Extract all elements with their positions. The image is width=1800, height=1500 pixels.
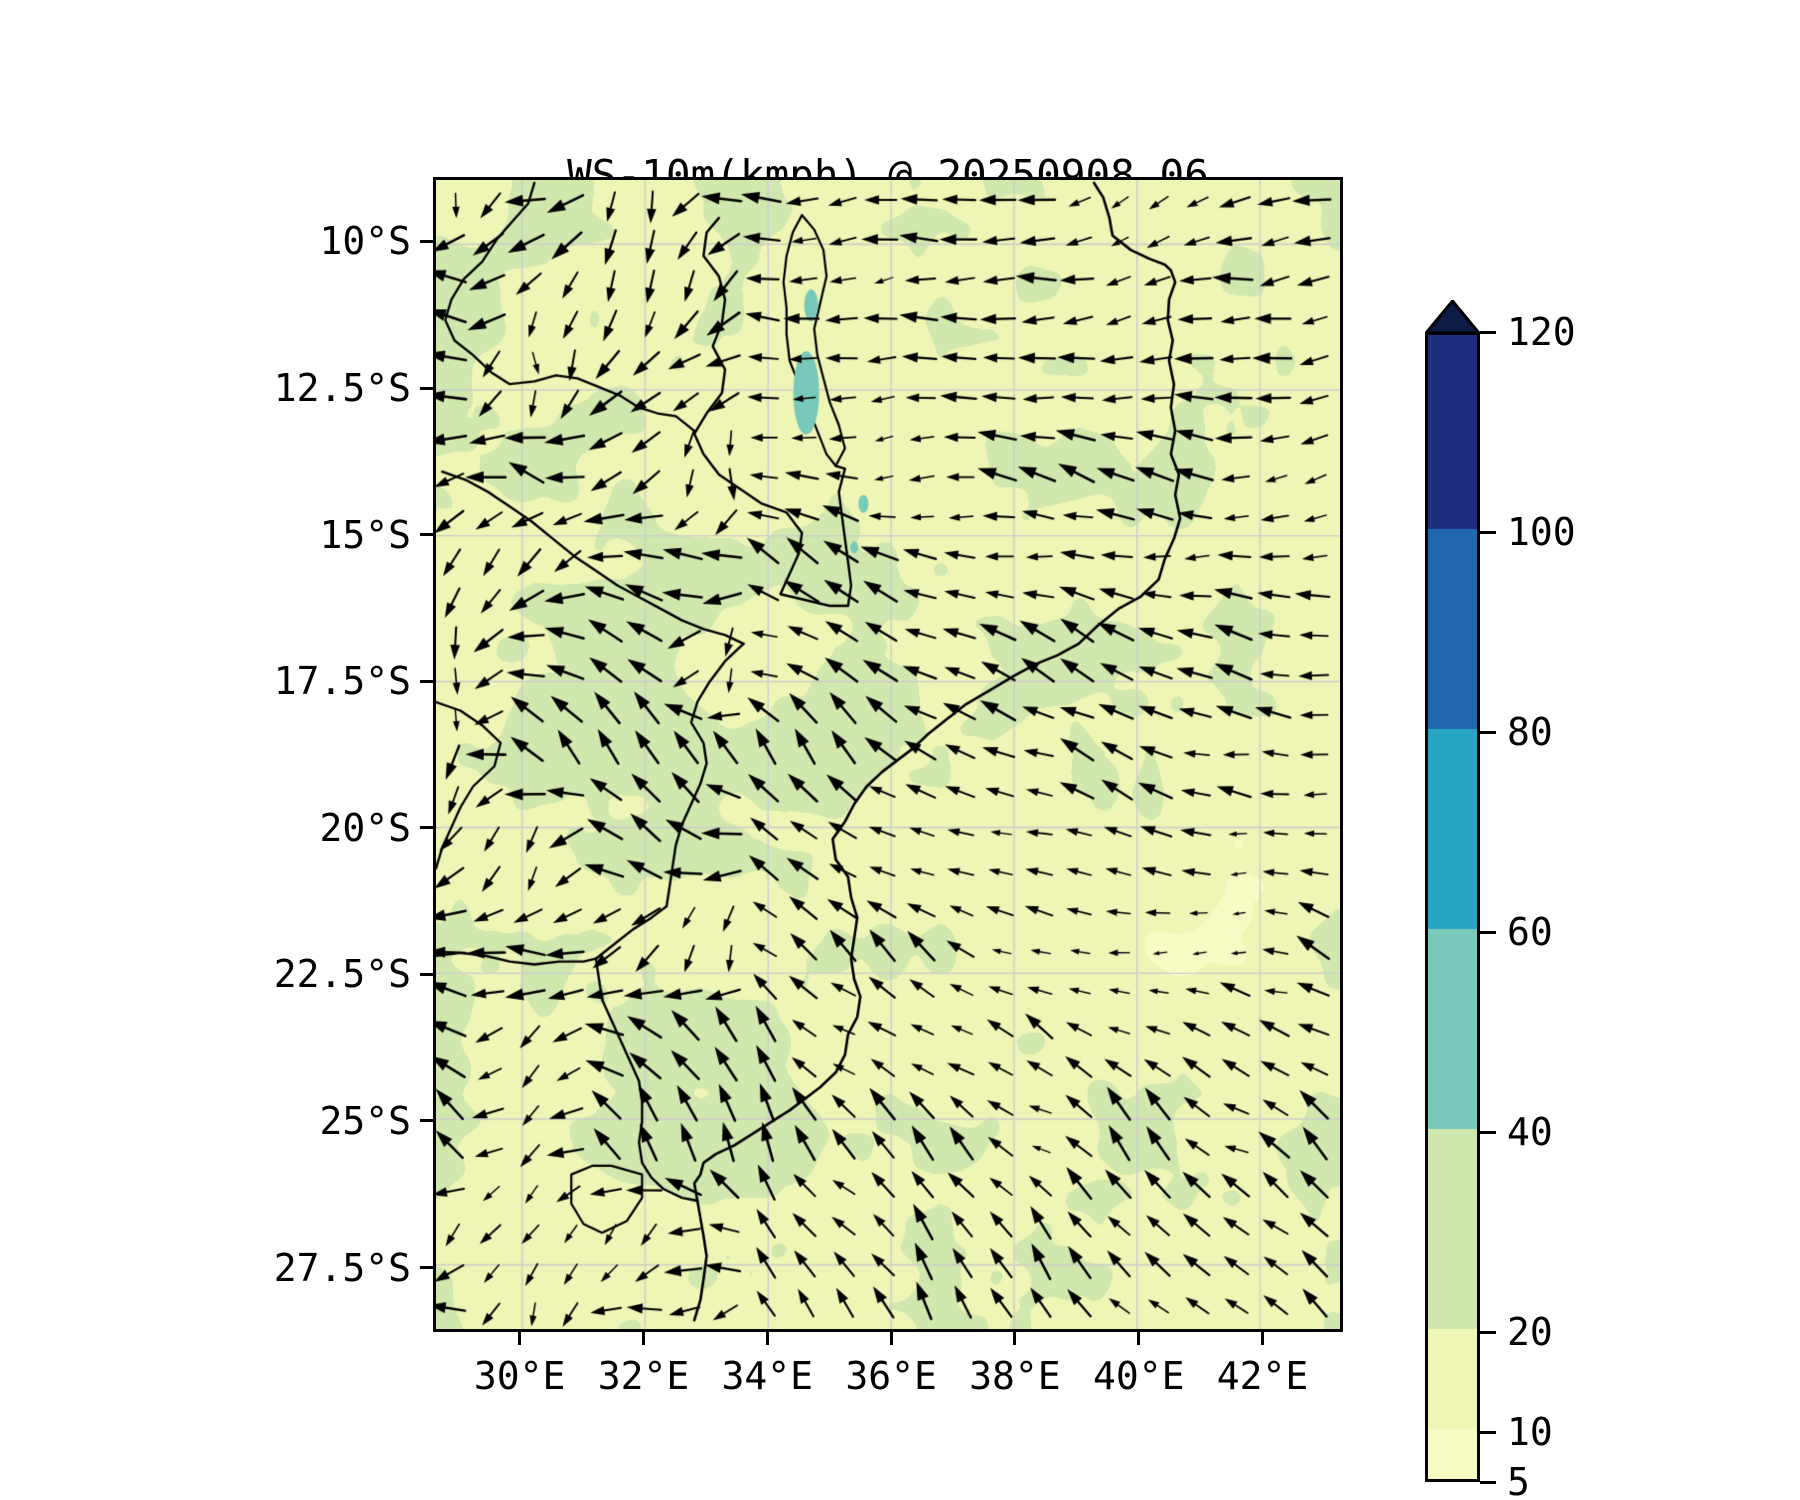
x-tick-mark (1137, 1332, 1141, 1345)
y-tick-label: 20°S (319, 805, 411, 850)
x-tick-mark (518, 1332, 522, 1345)
colorbar-tick-label: 60 (1507, 910, 1553, 954)
colorbar-tick-mark (1480, 530, 1496, 534)
x-tick-label: 38°E (969, 1354, 1061, 1398)
x-tick-mark (765, 1332, 769, 1345)
y-tick-mark (420, 533, 433, 537)
y-tick-label: 25°S (319, 1098, 411, 1143)
colorbar-tick-label: 120 (1507, 310, 1576, 354)
colorbar-band (1428, 729, 1477, 929)
x-tick-label: 40°E (1092, 1354, 1185, 1398)
y-tick-mark (420, 1266, 433, 1269)
colorbar-tick-mark (1480, 330, 1496, 334)
colorbar-tick-label: 10 (1507, 1410, 1553, 1454)
colorbar-tick-mark (1480, 730, 1496, 734)
y-tick-label: 12.5°S (273, 366, 411, 411)
map-axes[interactable] (433, 177, 1343, 1332)
x-tick-label: 42°E (1216, 1354, 1309, 1398)
map-contour-canvas (436, 180, 1340, 1329)
y-tick-label: 10°S (319, 219, 411, 264)
colorbar-tick-mark (1480, 1430, 1496, 1434)
y-tick-mark (420, 826, 433, 830)
colorbar-band (1428, 1329, 1477, 1429)
colorbar-tick-label: 80 (1507, 710, 1553, 754)
x-tick-label: 30°E (473, 1354, 566, 1398)
colorbar-tick-label: 100 (1507, 510, 1576, 554)
x-tick-label: 32°E (597, 1354, 690, 1398)
colorbar-extend-max-arrow (1425, 300, 1480, 334)
x-tick-mark (1013, 1332, 1017, 1345)
y-tick-label: 15°S (319, 512, 411, 557)
x-tick-mark (1261, 1332, 1265, 1345)
colorbar-tick-mark (1480, 1330, 1496, 1334)
colorbar[interactable]: 5 10 20 40 60 80 100 120 (1425, 150, 1675, 1500)
colorbar-tick-label: 5 (1507, 1460, 1530, 1500)
colorbar-band (1428, 1129, 1477, 1329)
colorbar-band (1428, 529, 1477, 729)
colorbar-band (1428, 929, 1477, 1129)
y-tick-mark (420, 386, 433, 390)
y-tick-mark (420, 239, 433, 243)
colorbar-band (1428, 335, 1477, 529)
colorbar-tick-mark (1480, 1480, 1496, 1484)
colorbar-tick-mark (1480, 1130, 1496, 1134)
colorbar-tick-label: 20 (1507, 1310, 1553, 1354)
y-tick-mark (420, 972, 433, 976)
y-tick-mark (420, 1119, 433, 1123)
colorbar-band (1428, 1429, 1477, 1479)
colorbar-bands[interactable] (1425, 332, 1480, 1482)
x-tick-mark (889, 1332, 893, 1345)
x-tick-label: 36°E (845, 1354, 937, 1398)
y-tick-label: 22.5°S (273, 952, 411, 997)
colorbar-tick-mark (1480, 930, 1496, 934)
x-tick-label: 34°E (721, 1354, 814, 1398)
y-tick-mark (420, 679, 433, 683)
y-tick-label: 27.5°S (273, 1245, 411, 1290)
colorbar-tick-label: 40 (1507, 1110, 1553, 1154)
y-tick-label: 17.5°S (273, 659, 411, 704)
x-tick-mark (641, 1332, 645, 1345)
